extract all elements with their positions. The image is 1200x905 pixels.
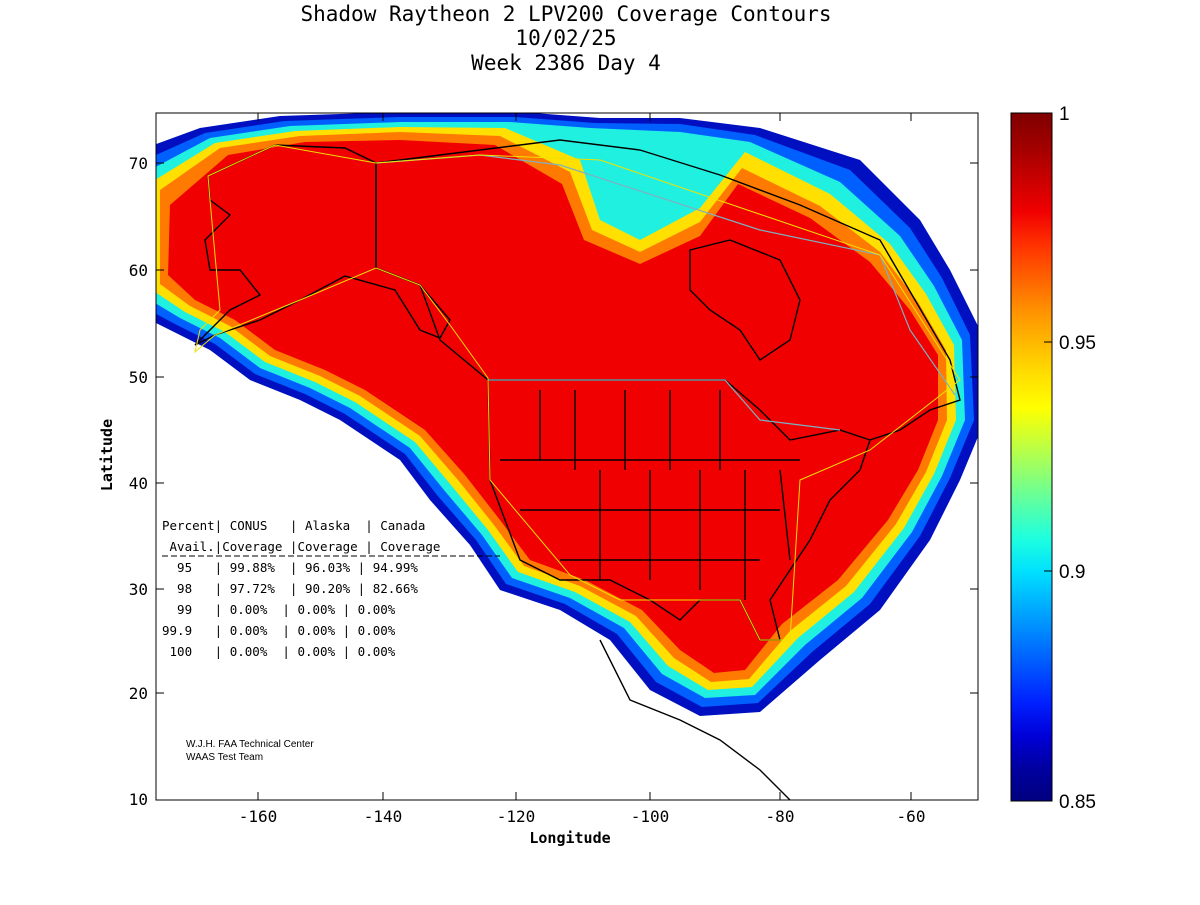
colorbar-tick-label: 0.85 (1059, 792, 1096, 813)
x-tick-label: -140 (364, 807, 403, 826)
table-header-2: Avail.|Coverage |Coverage | Coverage (162, 539, 440, 554)
coverage-table: Percent| CONUS | Alaska | Canada Avail.|… (162, 518, 500, 659)
conus-grid (488, 379, 871, 600)
service-volume-outline (194, 144, 961, 641)
colorbar-tick-label: 1 (1059, 104, 1070, 125)
map-date: 10/02/25 (515, 26, 617, 50)
y-tick-label: 20 (129, 684, 148, 703)
canada-outline (375, 139, 961, 641)
x-tick-label: -160 (239, 807, 278, 826)
colorbar-tick-label: 0.95 (1059, 333, 1096, 354)
coverage-contours (156, 113, 978, 800)
x-tick-label: -100 (631, 807, 670, 826)
map-title: Shadow Raytheon 2 LPV200 Coverage Contou… (300, 2, 832, 26)
table-row: 98 | 97.72% | 90.20% | 82.66% (162, 581, 418, 596)
table-row: 99.9 | 0.00% | 0.00% | 0.00% (162, 623, 396, 638)
y-tick-label: 40 (129, 474, 148, 493)
colorbar (1010, 112, 1053, 802)
x-tick-label: -120 (497, 807, 536, 826)
axis-ticks (156, 113, 978, 800)
credit-line-2: WAAS Test Team (186, 752, 263, 763)
y-tick-label: 70 (129, 154, 148, 173)
conus-north-border (488, 379, 841, 431)
table-row: 99 | 0.00% | 0.00% | 0.00% (162, 602, 396, 617)
map-week: Week 2386 Day 4 (471, 51, 661, 75)
x-tick-label: -60 (897, 807, 926, 826)
y-tick-label: 30 (129, 580, 148, 599)
central-america-outline (599, 639, 791, 800)
y-tick-label: 60 (129, 261, 148, 280)
x-tick-label: -80 (766, 807, 795, 826)
y-tick-label: 50 (129, 368, 148, 387)
y-tick-label: 10 (129, 790, 148, 809)
table-row: 100 | 0.00% | 0.00% | 0.00% (162, 644, 396, 659)
hudson-bay-outline (689, 239, 801, 361)
x-axis-label: Longitude (529, 829, 610, 847)
colorbar-ticks (1044, 341, 1052, 572)
colorbar-tick-label: 0.9 (1059, 562, 1085, 583)
table-row: 95 | 99.88% | 96.03% | 94.99% (162, 560, 418, 575)
credit-line-1: W.J.H. FAA Technical Center (186, 739, 314, 750)
y-axis-label: Latitude (98, 419, 116, 491)
table-header-1: Percent| CONUS | Alaska | Canada (162, 518, 425, 533)
plot-frame (155, 112, 979, 801)
